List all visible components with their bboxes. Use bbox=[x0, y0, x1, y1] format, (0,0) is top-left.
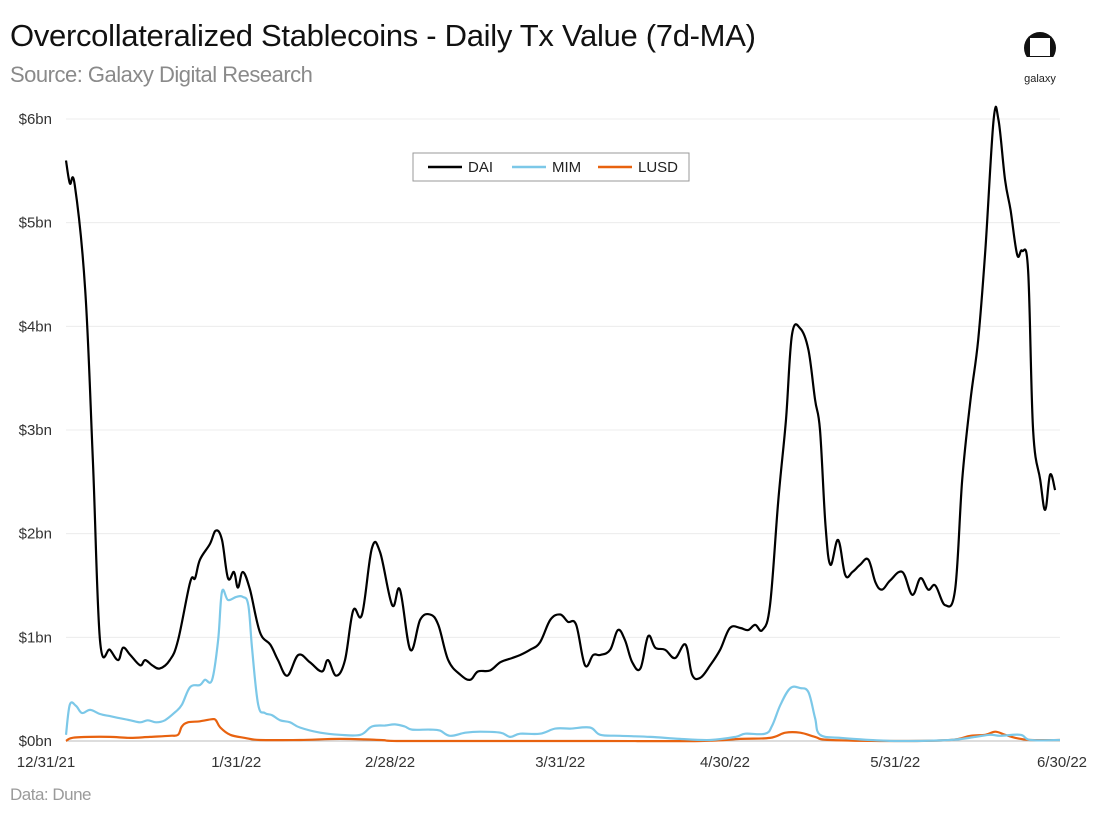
y-tick-label: $3bn bbox=[19, 422, 52, 439]
legend-label-mim: MIM bbox=[552, 159, 581, 176]
y-tick-label: $0bn bbox=[19, 733, 52, 750]
y-tick-label: $5bn bbox=[19, 215, 52, 232]
logo-text: galaxy bbox=[1024, 73, 1056, 85]
chart-subtitle: Source: Galaxy Digital Research bbox=[10, 62, 313, 87]
y-tick-label: $2bn bbox=[19, 526, 52, 543]
series-line-mim bbox=[64, 588, 1061, 743]
chart-title: Overcollateralized Stablecoins - Daily T… bbox=[10, 18, 756, 53]
x-tick-label: 12/31/21 bbox=[17, 754, 75, 771]
x-tick-label: 2/28/22 bbox=[365, 754, 415, 771]
galaxy-logo: galaxy bbox=[1018, 30, 1062, 85]
galaxy-logo-icon bbox=[1024, 32, 1056, 66]
x-tick-label: 4/30/22 bbox=[700, 754, 750, 771]
legend-label-dai: DAI bbox=[468, 159, 493, 176]
y-tick-label: $1bn bbox=[19, 629, 52, 646]
series-line-dai bbox=[64, 105, 1057, 681]
x-tick-label: 5/31/22 bbox=[870, 754, 920, 771]
y-tick-label: $6bn bbox=[19, 111, 52, 128]
series-line-lusd bbox=[65, 717, 1061, 743]
x-tick-label: 3/31/22 bbox=[535, 754, 585, 771]
x-tick-label: 1/31/22 bbox=[211, 754, 261, 771]
x-tick-label: 6/30/22 bbox=[1037, 754, 1087, 771]
y-tick-label: $4bn bbox=[19, 318, 52, 335]
legend: DAI MIM LUSD bbox=[412, 152, 690, 182]
data-source: Data: Dune bbox=[10, 785, 92, 804]
legend-label-lusd: LUSD bbox=[638, 159, 678, 176]
